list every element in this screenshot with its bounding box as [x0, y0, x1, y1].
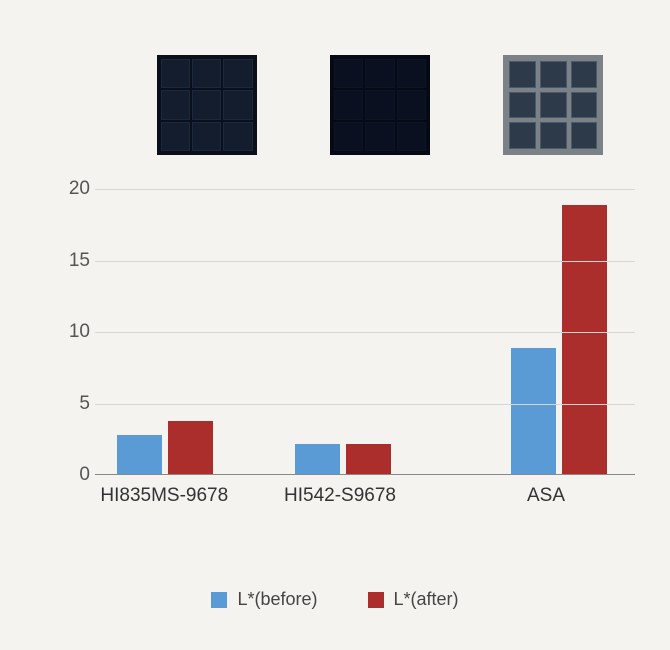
grid-cell: [397, 90, 426, 119]
legend-label-before: L*(before): [237, 589, 317, 610]
y-tick-label: 15: [35, 250, 90, 272]
gridline: [95, 404, 635, 405]
sample-photo-hi835ms: [157, 55, 257, 155]
sample-photo-hi542: [330, 55, 430, 155]
x-tick-label: ASA: [527, 485, 565, 507]
grid-cell: [223, 90, 252, 119]
grid-cell: [161, 90, 190, 119]
grid-cell: [509, 122, 536, 149]
y-tick-label: 10: [35, 321, 90, 343]
x-tick-label: HI835MS-9678: [100, 485, 228, 507]
bar-before: [295, 444, 340, 474]
grid-cell: [161, 122, 190, 151]
grid-cell: [334, 90, 363, 119]
legend-item-before: L*(before): [211, 589, 317, 610]
grid-cell: [540, 122, 567, 149]
grid-cell: [365, 122, 394, 151]
gridline: [95, 261, 635, 262]
sample-photo-asa: [503, 55, 603, 155]
grid-cell: [192, 90, 221, 119]
grid-cell: [334, 59, 363, 88]
legend-swatch-before: [211, 592, 227, 608]
grid-cell: [365, 90, 394, 119]
grid-cell: [223, 122, 252, 151]
gridline: [95, 332, 635, 333]
bar-chart: 0 5 10 15 20 HI835MS-9678 HI542-S9678 ASA: [35, 175, 635, 515]
bar-before: [117, 435, 162, 474]
grid-cell: [509, 61, 536, 88]
legend: L*(before) L*(after): [0, 589, 670, 610]
grid-cell: [571, 122, 598, 149]
plot-area: [95, 175, 635, 475]
grid-cell: [540, 61, 567, 88]
bar-after: [168, 421, 213, 474]
grid-cell: [509, 92, 536, 119]
sample-photos-row: [120, 50, 640, 160]
grid-cell: [397, 59, 426, 88]
figure-container: 0 5 10 15 20 HI835MS-9678 HI542-S9678 ASA L*(be…: [0, 0, 670, 650]
grid-cell: [192, 122, 221, 151]
grid-cell: [161, 59, 190, 88]
bar-after: [562, 205, 607, 474]
x-tick-label: HI542-S9678: [284, 485, 396, 507]
bar-after: [346, 444, 391, 474]
grid-cell: [397, 122, 426, 151]
y-tick-label: 5: [35, 393, 90, 415]
grid-cell: [334, 122, 363, 151]
grid-cell: [192, 59, 221, 88]
bar-group: [511, 205, 607, 474]
y-tick-label: 0: [35, 464, 90, 486]
bar-group: [117, 421, 213, 474]
legend-swatch-after: [368, 592, 384, 608]
grid-cell: [571, 92, 598, 119]
grid-cell: [223, 59, 252, 88]
gridline: [95, 189, 635, 190]
y-tick-label: 20: [35, 178, 90, 200]
legend-label-after: L*(after): [394, 589, 459, 610]
bar-before: [511, 348, 556, 474]
legend-item-after: L*(after): [368, 589, 459, 610]
grid-cell: [365, 59, 394, 88]
grid-cell: [571, 61, 598, 88]
grid-cell: [540, 92, 567, 119]
bar-group: [295, 444, 391, 474]
